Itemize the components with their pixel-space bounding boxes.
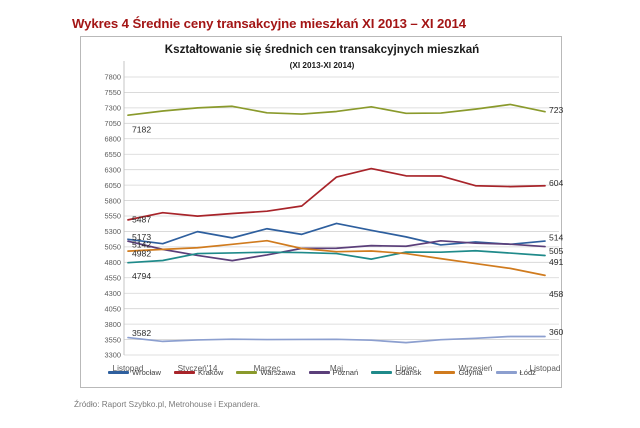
start-label-łódź: 3582	[132, 328, 151, 338]
chart-subtitle: (XI 2013-XI 2014)	[289, 61, 355, 70]
legend-swatch-icon	[236, 371, 258, 374]
y-axis-tick-label: 5300	[105, 227, 121, 236]
legend-swatch-icon	[371, 371, 393, 374]
legend-item-poznań[interactable]: Poznań	[308, 368, 359, 377]
chart-legend: Wrocław Kraków Warszawa Poznań Gdańsk Gdynia Ł…	[81, 368, 563, 377]
end-label-poznań: 5055	[549, 246, 563, 256]
legend-label: Warszawa	[260, 368, 296, 377]
y-axis-tick-label: 7300	[105, 104, 121, 113]
report-title: Wykres 4 Średnie ceny transakcyjne miesz…	[72, 16, 466, 31]
end-label-łódź: 3600	[549, 327, 563, 337]
x-axis-tick-label: Maj	[330, 364, 343, 373]
start-label-gdynia: 4982	[132, 249, 151, 259]
series-line-kraków	[127, 167, 546, 221]
series-line-gdańsk	[127, 249, 546, 264]
series-line-łódź	[127, 335, 546, 344]
series-line-wrocław	[127, 222, 546, 246]
y-axis-tick-label: 7550	[105, 88, 121, 97]
y-axis-tick-label: 6300	[105, 165, 121, 174]
series-line-gdynia	[127, 239, 546, 277]
legend-item-gdynia[interactable]: Gdynia	[434, 368, 483, 377]
x-axis-tick-labels: Listopad Styczeń'14 Marzec Maj Lipiec Wrzesie…	[113, 364, 561, 373]
end-label-gdynia: 4589	[549, 289, 563, 299]
y-axis-tick-label: 3550	[105, 335, 121, 344]
legend-swatch-icon	[495, 371, 517, 374]
y-axis-tick-labels: 7800 7550 7300 7050 6800 6550 6300 6050 5800 5550…	[105, 73, 121, 360]
end-label-wrocław: 5144	[549, 233, 563, 243]
y-axis-tick-label: 5550	[105, 212, 121, 221]
y-axis-tick-label: 6050	[105, 181, 121, 190]
x-axis-tick-label: Listopad	[113, 364, 144, 373]
legend-label: Gdańsk	[395, 368, 422, 377]
start-label-gdańsk: 4794	[132, 271, 151, 281]
x-axis-tick-label: Lipiec	[395, 364, 416, 373]
y-axis-tick-label: 7050	[105, 119, 121, 128]
plot-area: 7800 7550 7300 7050 6800 6550 6300 6050 5800 5550…	[81, 37, 563, 389]
x-axis-tick-label: Styczeń'14	[178, 364, 218, 373]
legend-swatch-icon	[434, 371, 456, 374]
y-axis-tick-label: 4300	[105, 289, 121, 298]
end-label-kraków: 6040	[549, 178, 563, 188]
legend-swatch-icon	[308, 371, 330, 374]
y-axis-tick-label: 5050	[105, 243, 121, 252]
y-axis-tick-label: 4800	[105, 258, 121, 267]
y-axis-tick-label: 4050	[105, 304, 121, 313]
x-axis-tick-label: Listopad	[530, 364, 561, 373]
chart-card: Kształtowanie się średnich cen transakcy…	[80, 36, 563, 389]
series-line-poznań	[127, 239, 546, 262]
legend-label: Wrocław	[132, 368, 161, 377]
y-axis-tick-label: 3800	[105, 320, 121, 329]
end-label-warszawa: 7238	[549, 105, 563, 115]
data-point-labels: 5173 5144 5487 6040 7182 7238 5142 5055 4794 4911…	[132, 105, 563, 338]
legend-item-warszawa[interactable]: Warszawa	[236, 368, 296, 377]
y-axis-tick-label: 6800	[105, 134, 121, 143]
legend-label: Poznań	[332, 368, 359, 377]
legend-item-łódź[interactable]: Łódź	[495, 368, 536, 377]
series-lines	[127, 103, 546, 344]
chart-title: Kształtowanie się średnich cen transakcy…	[164, 43, 480, 56]
legend-item-wrocław[interactable]: Wrocław	[108, 368, 161, 377]
x-axis-tick-label: Marzec	[254, 364, 281, 373]
series-line-warszawa	[127, 103, 546, 117]
start-label-wrocław: 5173	[132, 232, 151, 242]
start-label-poznań: 5142	[132, 240, 151, 250]
legend-swatch-icon	[174, 371, 195, 374]
x-axis-tick-label: Wrzesień	[459, 364, 493, 373]
legend-item-gdańsk[interactable]: Gdańsk	[371, 368, 421, 377]
line-chart-svg: 7800 7550 7300 7050 6800 6550 6300 6050 5800 5550…	[105, 61, 563, 373]
y-axis-tick-label: 4550	[105, 273, 121, 282]
legend-item-kraków[interactable]: Kraków	[174, 368, 223, 377]
y-axis-tick-label: 7800	[105, 73, 121, 82]
end-label-gdańsk: 4911	[549, 257, 563, 267]
legend-label: Kraków	[198, 368, 224, 377]
legend-swatch-icon	[108, 371, 130, 374]
legend-label: Gdynia	[458, 368, 483, 377]
legend-label: Łódź	[519, 368, 536, 377]
start-label-warszawa: 7182	[132, 125, 151, 135]
y-axis-tick-label: 5800	[105, 196, 121, 205]
y-axis-tick-label: 3300	[105, 351, 121, 360]
gridlines	[123, 61, 559, 356]
y-axis-tick-label: 6550	[105, 150, 121, 159]
source-note: Źródło: Raport Szybko.pl, Metrohouse i E…	[74, 400, 261, 409]
start-label-kraków: 5487	[132, 214, 151, 224]
